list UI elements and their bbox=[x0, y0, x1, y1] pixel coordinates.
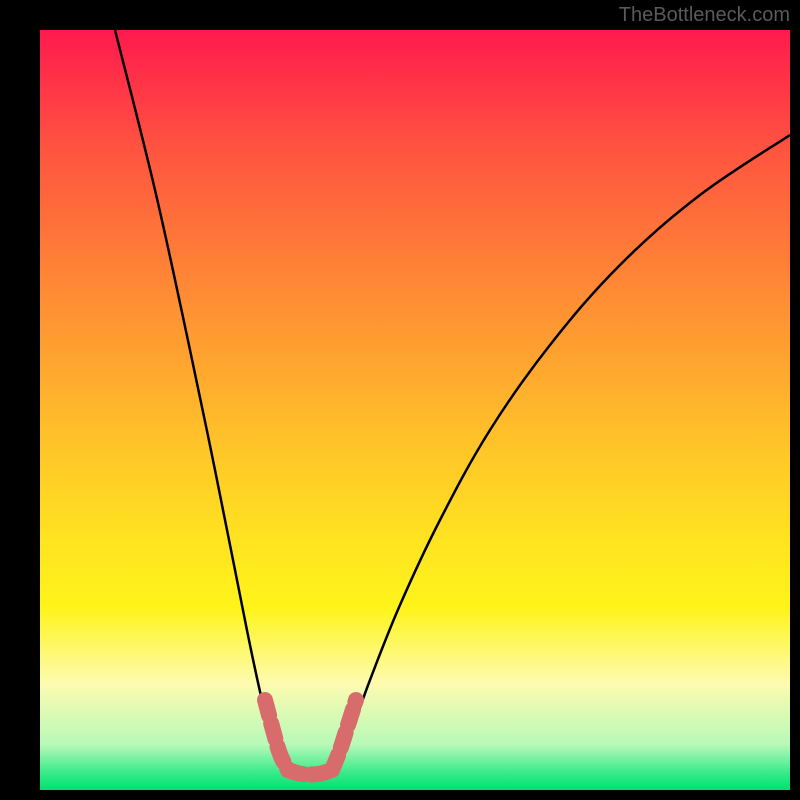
overlay-segment-left bbox=[265, 700, 288, 770]
watermark-text: TheBottleneck.com bbox=[619, 4, 790, 27]
bottleneck-curve bbox=[40, 30, 790, 790]
overlay-segment-right bbox=[332, 700, 356, 770]
curve-left-branch bbox=[115, 30, 280, 760]
chart-plot-area bbox=[40, 30, 790, 790]
curve-right-branch bbox=[340, 135, 790, 760]
